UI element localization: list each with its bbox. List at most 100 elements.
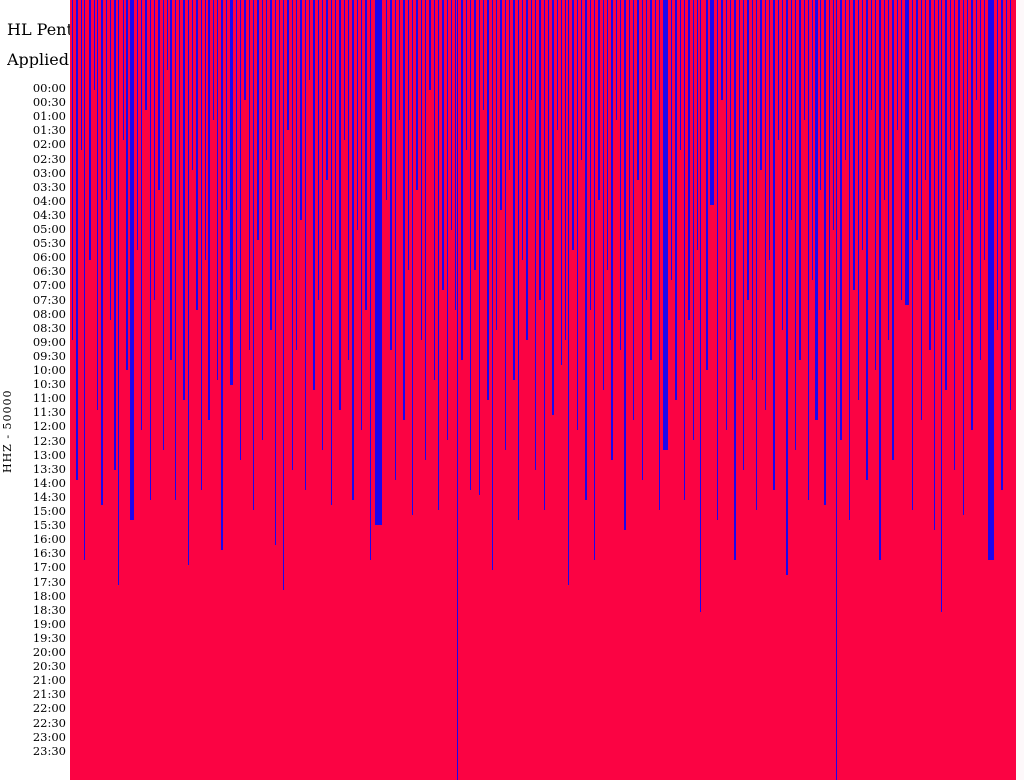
data-line	[221, 0, 223, 550]
data-line	[451, 0, 452, 230]
data-line	[646, 0, 647, 300]
data-line	[997, 0, 998, 330]
data-line	[300, 0, 302, 220]
data-line	[879, 0, 881, 560]
data-line	[483, 0, 484, 110]
time-tick-label: 12:00	[32, 419, 66, 434]
data-line	[283, 0, 284, 590]
data-line	[344, 0, 345, 140]
data-line	[408, 0, 409, 270]
data-line	[257, 0, 259, 240]
data-line	[201, 0, 202, 490]
data-line	[236, 0, 237, 300]
data-line	[399, 0, 400, 120]
data-line	[154, 0, 155, 300]
time-tick-label: 14:00	[32, 475, 66, 490]
data-line	[375, 0, 382, 525]
data-line	[717, 0, 718, 520]
data-line	[539, 0, 541, 300]
time-tick-label: 16:30	[32, 546, 66, 561]
data-line	[421, 0, 422, 340]
data-line	[925, 0, 926, 180]
data-line	[795, 0, 796, 450]
time-tick-label: 02:30	[32, 151, 66, 166]
data-line	[954, 0, 955, 470]
data-line	[226, 0, 227, 210]
data-line	[461, 0, 463, 360]
data-line	[642, 0, 643, 480]
data-line	[892, 0, 894, 460]
data-line	[196, 0, 198, 310]
data-line	[357, 0, 358, 230]
data-line	[739, 0, 740, 230]
data-line	[262, 0, 263, 440]
data-line	[275, 0, 276, 545]
time-tick-label: 13:00	[32, 447, 66, 462]
time-tick-label: 19:30	[32, 630, 66, 645]
data-line	[141, 0, 142, 430]
data-line	[684, 0, 685, 500]
data-line	[309, 0, 310, 80]
time-tick-label: 06:00	[32, 250, 66, 265]
data-line	[607, 0, 608, 270]
data-line	[395, 0, 396, 480]
data-line	[438, 0, 439, 510]
data-line	[509, 0, 510, 170]
time-tick-label: 06:30	[32, 264, 66, 279]
data-line	[778, 0, 779, 140]
data-line	[760, 0, 762, 170]
data-line	[871, 0, 872, 110]
data-line	[862, 0, 863, 250]
time-tick-label: 09:00	[32, 334, 66, 349]
data-line	[568, 0, 569, 585]
data-line	[804, 0, 805, 120]
data-line	[101, 0, 103, 505]
data-line	[513, 0, 515, 380]
data-line	[455, 0, 456, 310]
time-tick-label: 02:00	[32, 137, 66, 152]
data-line	[598, 0, 600, 200]
data-line	[581, 0, 582, 160]
time-tick-label: 01:00	[32, 109, 66, 124]
data-line	[616, 0, 617, 120]
data-line	[217, 0, 218, 380]
plot-area	[70, 0, 1016, 780]
data-line	[457, 0, 458, 780]
data-line	[812, 0, 813, 280]
data-line	[296, 0, 297, 350]
data-line	[1010, 0, 1011, 410]
time-tick-label: 15:30	[32, 518, 66, 533]
data-line	[466, 0, 467, 150]
time-tick-label: 03:00	[32, 165, 66, 180]
data-line	[114, 0, 116, 470]
data-line	[192, 0, 193, 170]
data-line	[866, 0, 868, 480]
data-line	[183, 0, 185, 400]
data-line	[110, 0, 111, 320]
data-line	[706, 0, 708, 370]
data-line	[76, 0, 78, 480]
data-line	[158, 0, 160, 190]
data-line	[118, 0, 119, 585]
data-line	[72, 0, 73, 340]
data-line	[479, 0, 480, 495]
data-line	[179, 0, 180, 230]
time-tick-label: 07:00	[32, 278, 66, 293]
time-tick-label: 05:00	[32, 222, 66, 236]
data-line	[958, 0, 960, 320]
data-line	[94, 0, 95, 90]
data-line	[650, 0, 652, 360]
data-line	[945, 0, 947, 390]
data-line	[884, 0, 885, 200]
data-line	[912, 0, 913, 510]
data-line	[447, 0, 448, 440]
data-line	[808, 0, 809, 500]
data-line	[348, 0, 349, 360]
data-line	[984, 0, 985, 260]
data-line	[1006, 0, 1007, 170]
data-line	[230, 0, 233, 385]
data-line	[361, 0, 362, 430]
data-line	[815, 0, 818, 420]
time-tick-label: 17:30	[32, 574, 66, 589]
data-line	[697, 0, 698, 250]
